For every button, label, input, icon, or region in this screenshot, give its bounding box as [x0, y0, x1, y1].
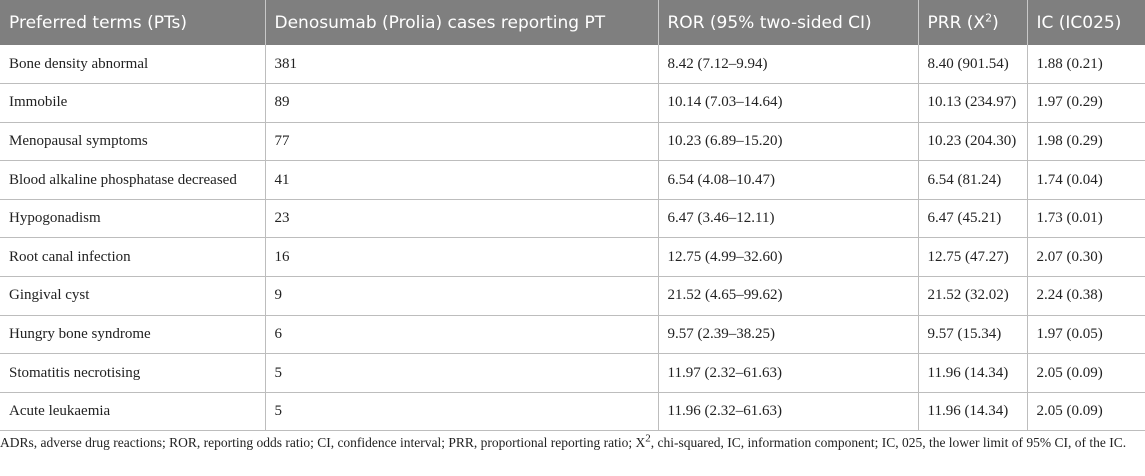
cell-preferred-term: Menopausal symptoms [0, 122, 266, 162]
table-row: Root canal infection 16 12.75 (4.99–32.6… [0, 237, 1145, 278]
table-row: Acute leukaemia 5 11.96 (2.32–61.63) 11.… [0, 392, 1145, 432]
table-body: Bone density abnormal 381 8.42 (7.12–9.9… [0, 45, 1145, 432]
cell-ror: 9.57 (2.39–38.25) [658, 315, 919, 355]
cell-ic: 1.98 (0.29) [1027, 122, 1145, 162]
header-prr-label: PRR (X [927, 12, 986, 33]
cell-case-count: 16 [265, 237, 659, 278]
cell-case-count: 9 [265, 276, 659, 316]
cell-ror: 8.42 (7.12–9.94) [658, 45, 919, 85]
cell-case-count: 89 [265, 83, 659, 123]
adverse-events-table: Preferred terms (PTs) Denosumab (Prolia)… [0, 0, 1145, 432]
cell-prr: 6.54 (81.24) [918, 160, 1028, 200]
cell-preferred-term: Gingival cyst [0, 276, 266, 316]
cell-ic: 2.05 (0.09) [1027, 353, 1145, 393]
table-row: Stomatitis necrotising 5 11.97 (2.32–61.… [0, 353, 1145, 393]
cell-ror: 11.97 (2.32–61.63) [658, 353, 919, 393]
header-row: Preferred terms (PTs) Denosumab (Prolia)… [0, 0, 1145, 45]
data-table-container: Preferred terms (PTs) Denosumab (Prolia)… [0, 0, 1145, 432]
cell-case-count: 41 [265, 160, 659, 200]
cell-ror: 12.75 (4.99–32.60) [658, 237, 919, 278]
header-ic: IC (IC025) [1036, 12, 1122, 33]
cell-preferred-term: Acute leukaemia [0, 392, 266, 432]
cell-ror: 21.52 (4.65–99.62) [658, 276, 919, 316]
cell-ic: 2.05 (0.09) [1027, 392, 1145, 432]
cell-case-count: 6 [265, 315, 659, 355]
cell-case-count: 5 [265, 392, 659, 432]
header-prr-superscript: 2 [985, 10, 993, 24]
footnote-superscript: 2 [645, 432, 651, 445]
cell-preferred-term: Stomatitis necrotising [0, 353, 266, 393]
cell-case-count: 77 [265, 122, 659, 162]
cell-ror: 10.23 (6.89–15.20) [658, 122, 919, 162]
footnote-text-part1: ADRs, adverse drug reactions; ROR, repor… [0, 435, 646, 450]
table-row: Immobile 89 10.14 (7.03–14.64) 10.13 (23… [0, 83, 1145, 123]
table-row: Blood alkaline phosphatase decreased 41 … [0, 160, 1145, 200]
cell-ic: 1.73 (0.01) [1027, 199, 1145, 239]
table-row: Hungry bone syndrome 6 9.57 (2.39–38.25)… [0, 315, 1145, 355]
cell-preferred-term: Blood alkaline phosphatase decreased [0, 160, 266, 200]
cell-ic: 2.07 (0.30) [1027, 237, 1145, 278]
table-header: Preferred terms (PTs) Denosumab (Prolia)… [0, 0, 1145, 45]
cell-case-count: 5 [265, 353, 659, 393]
cell-preferred-term: Hypogonadism [0, 199, 266, 239]
cell-preferred-term: Immobile [0, 83, 266, 123]
cell-prr: 12.75 (47.27) [918, 237, 1028, 278]
cell-preferred-term: Root canal infection [0, 237, 266, 278]
cell-preferred-term: Bone density abnormal [0, 45, 266, 85]
header-preferred-terms: Preferred terms (PTs) [0, 0, 266, 45]
table-row: Hypogonadism 23 6.47 (3.46–12.11) 6.47 (… [0, 199, 1145, 239]
table-row: Bone density abnormal 381 8.42 (7.12–9.9… [0, 45, 1145, 85]
cell-prr: 11.96 (14.34) [918, 392, 1028, 432]
header-denosumab-cases: Denosumab (Prolia) cases reporting PT [265, 0, 659, 45]
header-ror: ROR (95% two-sided CI) [658, 0, 919, 45]
cell-ror: 11.96 (2.32–61.63) [658, 392, 919, 432]
cell-preferred-term: Hungry bone syndrome [0, 315, 266, 355]
cell-ic: 1.88 (0.21) [1027, 45, 1145, 85]
cell-ic: 2.24 (0.38) [1027, 276, 1145, 316]
cell-ror: 6.47 (3.46–12.11) [658, 199, 919, 239]
cell-ic: 1.97 (0.05) [1027, 315, 1145, 355]
cell-prr: 6.47 (45.21) [918, 199, 1028, 239]
cell-prr: 8.40 (901.54) [918, 45, 1028, 85]
footnote-text-part2: , chi-squared, IC, information component… [650, 435, 1127, 450]
cell-ic: 1.97 (0.29) [1027, 83, 1145, 123]
cell-prr: 10.13 (234.97) [918, 83, 1028, 123]
header-prr: PRR (X2) [918, 0, 1028, 45]
cell-ror: 6.54 (4.08–10.47) [658, 160, 919, 200]
cell-prr: 21.52 (32.02) [918, 276, 1028, 316]
table-row: Menopausal symptoms 77 10.23 (6.89–15.20… [0, 122, 1145, 162]
cell-prr: 11.96 (14.34) [918, 353, 1028, 393]
table-footnote: ADRs, adverse drug reactions; ROR, repor… [0, 433, 1140, 452]
table-row: Gingival cyst 9 21.52 (4.65–99.62) 21.52… [0, 276, 1145, 316]
cell-prr: 10.23 (204.30) [918, 122, 1028, 162]
cell-case-count: 381 [265, 45, 659, 85]
cell-ic: 1.74 (0.04) [1027, 160, 1145, 200]
header-prr-close: ) [992, 12, 999, 33]
cell-prr: 9.57 (15.34) [918, 315, 1028, 355]
cell-ror: 10.14 (7.03–14.64) [658, 83, 919, 123]
cell-case-count: 23 [265, 199, 659, 239]
